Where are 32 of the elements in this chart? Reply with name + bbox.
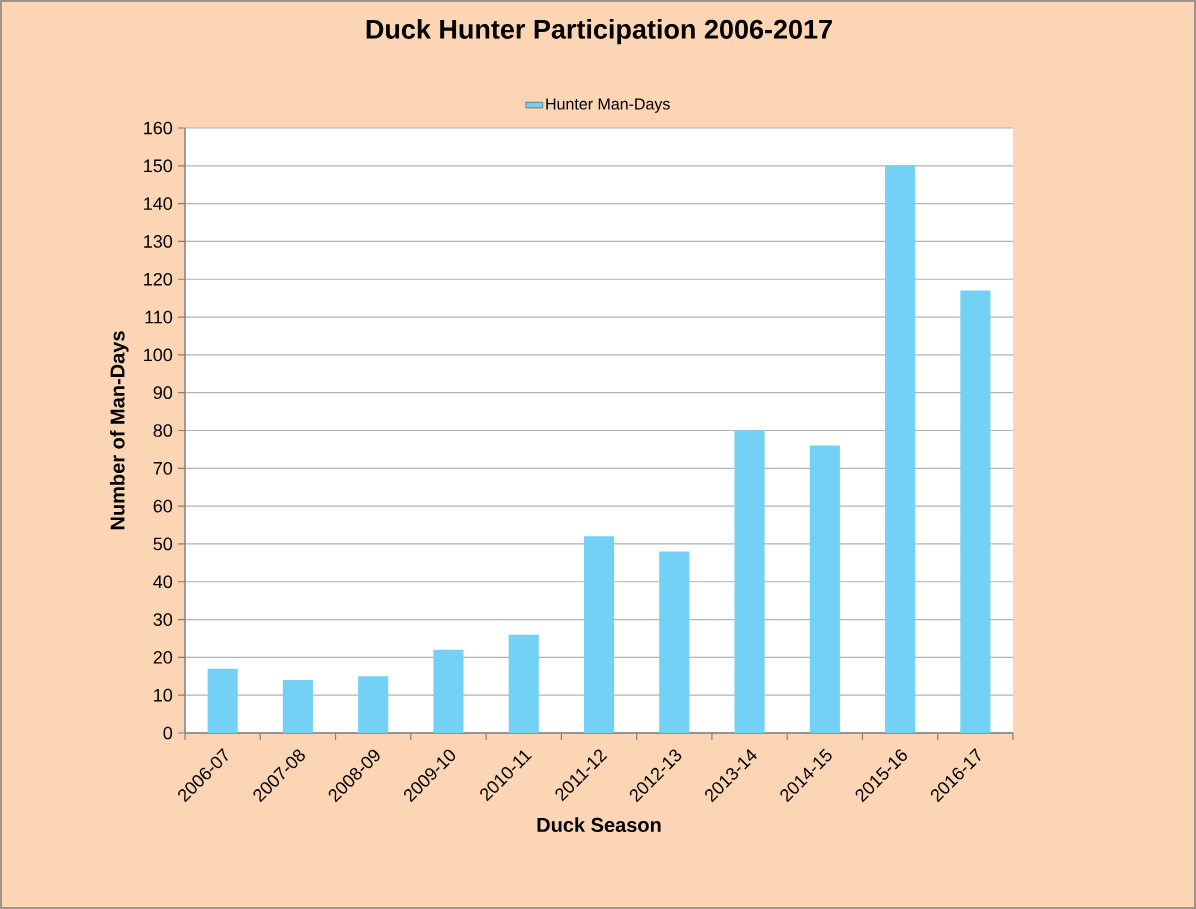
y-tick-label: 100 [144,348,173,362]
bar [960,290,991,733]
y-tick-label: 160 [144,121,173,135]
x-axis-title: Duck Season [537,817,661,833]
bar [734,430,765,733]
y-tick-label: 110 [145,310,173,324]
y-tick-label: 150 [144,159,173,173]
y-tick-label: 20 [153,651,173,664]
bar [207,668,238,733]
bar [583,536,615,733]
y-tick-label: 120 [144,272,173,286]
y-tick-label: 90 [153,386,173,400]
bar [282,680,313,733]
y-tick-label: 40 [153,575,173,589]
chart-title: Duck Hunter Participation 2006-2017 [366,19,832,45]
bar [659,551,690,733]
y-tick-label: 130 [144,235,173,248]
bar [358,676,389,733]
y-tick-label: 70 [153,461,173,475]
y-tick-label: 60 [153,499,173,513]
bar [433,649,464,733]
bar [885,165,916,733]
y-tick-label: 140 [144,197,173,210]
y-tick-label: 80 [153,424,173,437]
legend-label: Hunter Man-Days [546,98,670,113]
y-axis-title: Number of Man-Days [109,331,129,530]
bar [809,445,840,733]
y-tick-label: 50 [153,537,173,551]
y-tick-label: 30 [153,613,173,626]
y-tick-label: 10 [154,688,173,702]
bar [508,634,539,733]
y-tick-label: 0 [163,726,173,740]
